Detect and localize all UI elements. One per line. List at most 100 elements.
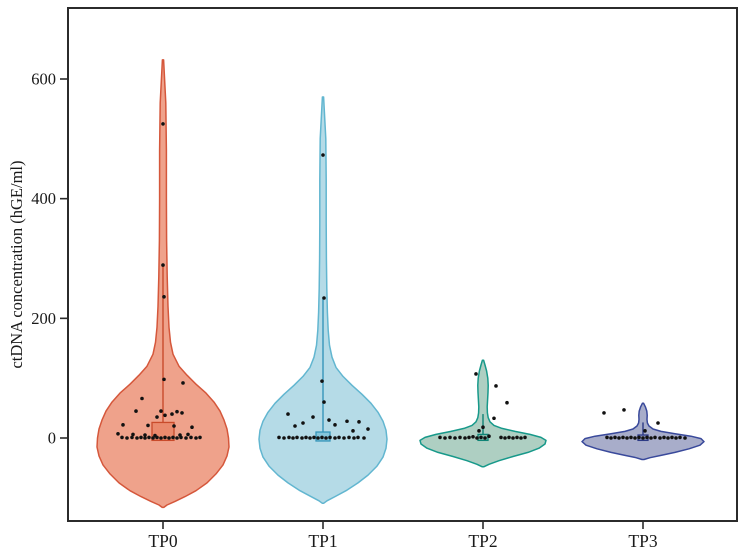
data-point-tp3 [637, 435, 641, 440]
data-point-tp3 [613, 435, 617, 440]
violin-tp2 [419, 359, 547, 468]
data-point-tp1 [345, 419, 349, 424]
data-point-tp1 [320, 435, 324, 440]
data-point-tp2 [519, 436, 523, 440]
data-point-tp3 [625, 436, 629, 440]
data-point-tp0 [131, 432, 135, 437]
data-point-tp1 [300, 436, 304, 440]
data-point-tp3 [649, 436, 653, 440]
data-point-tp1 [311, 415, 315, 419]
data-point-tp2 [453, 436, 457, 440]
data-point-tp0 [163, 413, 167, 418]
data-point-tp3 [656, 421, 660, 425]
data-point-tp2 [458, 435, 462, 440]
data-point-tp2 [507, 435, 511, 440]
data-point-tp1 [347, 435, 351, 440]
data-point-tp3 [643, 429, 647, 433]
data-point-tp3 [653, 435, 657, 440]
data-point-tp2 [505, 400, 509, 405]
data-point-tp1 [321, 153, 325, 157]
data-point-tp1 [301, 421, 305, 425]
data-point-tp1 [322, 400, 326, 404]
data-point-tp1 [366, 427, 370, 431]
data-point-tp0 [159, 409, 163, 413]
data-point-tp3 [662, 435, 666, 440]
data-point-tp2 [475, 436, 479, 440]
data-point-tp2 [481, 425, 485, 430]
data-point-tp2 [503, 436, 507, 440]
data-point-tp1 [312, 435, 316, 440]
data-point-tp1 [362, 436, 366, 440]
data-point-tp0 [180, 411, 184, 415]
data-point-tp0 [189, 435, 193, 440]
data-point-tp1 [337, 435, 341, 440]
data-point-tp0 [198, 435, 202, 440]
data-point-tp3 [602, 411, 606, 415]
y-tick-label: 200 [31, 309, 56, 328]
data-point-tp3 [633, 436, 637, 440]
data-point-tp0 [155, 415, 159, 419]
data-point-tp1 [308, 436, 312, 440]
data-point-tp0 [175, 436, 179, 440]
data-point-tp0 [140, 396, 144, 401]
data-point-tp3 [678, 435, 682, 440]
x-tick-label-tp1: TP1 [308, 531, 337, 551]
data-point-tp2 [483, 436, 487, 440]
data-point-tp1 [352, 436, 356, 440]
data-point-tp0 [116, 432, 120, 436]
plot-frame [67, 7, 738, 522]
data-point-tp2 [494, 384, 498, 388]
data-point-tp1 [324, 436, 328, 440]
data-point-tp2 [448, 435, 452, 440]
data-point-tp2 [479, 435, 483, 440]
data-point-tp2 [474, 372, 478, 376]
data-point-tp0 [161, 122, 165, 126]
data-point-tp0 [143, 436, 147, 440]
data-point-tp3 [666, 436, 670, 440]
data-point-tp1 [282, 436, 286, 440]
data-point-tp0 [147, 435, 151, 440]
data-point-tp2 [487, 434, 491, 439]
data-point-tp0 [143, 433, 147, 437]
data-point-tp0 [186, 432, 190, 437]
data-point-tp0 [167, 436, 171, 440]
data-point-tp0 [130, 435, 134, 440]
data-point-tp1 [328, 435, 332, 440]
data-point-tp0 [162, 377, 166, 382]
data-point-tp0 [184, 436, 188, 440]
data-point-tp0 [194, 436, 198, 440]
data-point-tp1 [286, 412, 290, 416]
data-point-tp2 [467, 435, 471, 440]
data-point-tp3 [629, 435, 633, 440]
data-point-tp0 [159, 436, 163, 440]
data-point-tp0 [134, 409, 138, 413]
data-point-tp0 [172, 424, 176, 428]
data-point-tp1 [293, 424, 297, 428]
data-point-tp0 [151, 436, 155, 440]
data-point-tp0 [155, 435, 159, 440]
data-point-tp0 [190, 425, 194, 430]
data-point-tp2 [511, 436, 515, 440]
data-point-tp3 [605, 435, 609, 440]
data-point-tp2 [443, 436, 447, 440]
data-point-tp0 [179, 435, 183, 440]
data-point-tp0 [161, 263, 165, 267]
data-point-tp3 [622, 408, 626, 412]
data-point-tp0 [125, 436, 129, 440]
data-point-tp1 [277, 435, 281, 440]
data-point-tp2 [477, 429, 481, 433]
x-tick-label-tp2: TP2 [468, 531, 497, 551]
data-point-tp1 [304, 435, 308, 440]
y-tick-label: 600 [31, 70, 56, 89]
data-point-tp2 [492, 416, 496, 421]
data-point-tp2 [499, 435, 503, 440]
data-point-tp1 [320, 379, 324, 383]
data-point-tp0 [171, 435, 175, 440]
data-point-tp2 [463, 436, 467, 440]
data-point-tp0 [163, 435, 167, 440]
data-point-tp1 [287, 435, 291, 440]
x-tick-label-tp3: TP3 [628, 531, 657, 551]
data-point-tp1 [342, 436, 346, 440]
